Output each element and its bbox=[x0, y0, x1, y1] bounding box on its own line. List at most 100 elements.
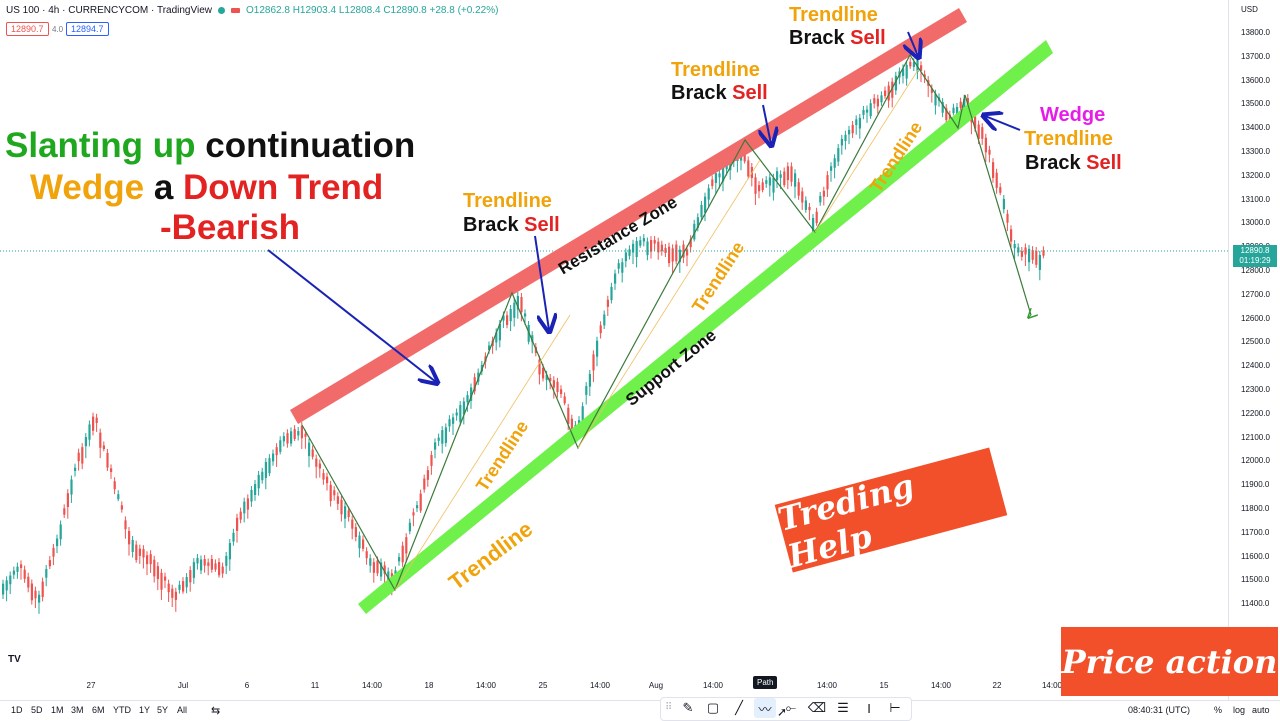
y-tick-label: 13800.0 bbox=[1241, 28, 1270, 37]
symbol-title[interactable]: US 100 · 4h · CURRENCYCOM · TradingView bbox=[6, 5, 212, 16]
price-axis[interactable] bbox=[1228, 0, 1280, 700]
candle-body bbox=[686, 249, 689, 256]
horizontal-ray-icon[interactable]: ⟜ bbox=[785, 700, 797, 715]
label-trendline-1: Trendline bbox=[463, 190, 552, 212]
timeframe-ytd[interactable]: YTD bbox=[113, 705, 131, 715]
auto-toggle[interactable]: auto bbox=[1252, 705, 1270, 715]
timeframe-5y[interactable]: 5Y bbox=[157, 705, 169, 715]
timeframe-6m[interactable]: 6M bbox=[92, 705, 105, 715]
date-range-icon[interactable]: ⇆ bbox=[211, 705, 221, 717]
candle-body bbox=[743, 151, 746, 162]
candle-body bbox=[758, 185, 761, 192]
y-tick-label: 12800.0 bbox=[1241, 266, 1270, 275]
line-icon[interactable]: ╱ bbox=[735, 700, 743, 715]
candle-body bbox=[905, 64, 908, 79]
candle-body bbox=[930, 88, 933, 93]
inner-trendline-1 bbox=[394, 314, 571, 591]
candle-body bbox=[286, 433, 289, 444]
candle-body bbox=[416, 505, 419, 509]
candle-body bbox=[711, 179, 714, 187]
candle-body bbox=[790, 166, 793, 182]
sell-text: Sell bbox=[732, 82, 768, 104]
percent-toggle[interactable]: % bbox=[1214, 705, 1223, 715]
candle-body bbox=[657, 241, 660, 253]
candle-body bbox=[714, 173, 717, 183]
candle-body bbox=[228, 543, 231, 560]
brack-text: Brack bbox=[789, 27, 851, 49]
price-chart[interactable] bbox=[0, 0, 1228, 700]
x-tick-label: 14:00 bbox=[930, 681, 952, 690]
bid-price[interactable]: 12890.7 bbox=[6, 22, 49, 36]
candle-body bbox=[153, 559, 156, 577]
path-tool-icon[interactable]: 〰 bbox=[754, 698, 776, 718]
candle-body bbox=[473, 377, 476, 392]
utc-clock[interactable]: 08:40:31 (UTC) bbox=[1128, 705, 1191, 715]
candle-body bbox=[603, 314, 606, 326]
candle-body bbox=[653, 239, 656, 244]
ohlc-values: O12862.8 H12903.4 L12808.4 C12890.8 +28.… bbox=[246, 5, 499, 16]
candle-body bbox=[855, 119, 858, 126]
inner-trendline-2 bbox=[577, 159, 761, 449]
candle-body bbox=[585, 386, 588, 395]
timeframe-1m[interactable]: 1M bbox=[51, 705, 64, 715]
ask-price[interactable]: 12894.7 bbox=[66, 22, 109, 36]
candle-body bbox=[30, 583, 33, 601]
candle-body bbox=[833, 158, 836, 168]
y-tick-label: 13600.0 bbox=[1241, 75, 1270, 85]
timeframe-1y[interactable]: 1Y bbox=[139, 705, 151, 715]
candle-body bbox=[239, 511, 242, 520]
y-tick-label: 12100.0 bbox=[1241, 432, 1270, 442]
candle-body bbox=[1010, 229, 1013, 242]
candle-body bbox=[675, 244, 678, 262]
candle-body bbox=[243, 501, 246, 514]
drag-handle-icon[interactable]: ⠿ bbox=[665, 702, 673, 713]
candle-body bbox=[45, 569, 48, 578]
tradingview-logo: TV bbox=[8, 654, 21, 665]
candle-body bbox=[264, 462, 267, 478]
candle-body bbox=[891, 81, 894, 98]
sell-arrow-1 bbox=[534, 235, 549, 330]
timeframe-1d[interactable]: 1D bbox=[11, 705, 23, 715]
candle-body bbox=[614, 273, 617, 284]
candle-body bbox=[578, 420, 581, 425]
candle-body bbox=[250, 489, 253, 502]
eraser-icon[interactable]: ⌫ bbox=[807, 700, 827, 715]
candle-body bbox=[156, 566, 159, 579]
candle-body bbox=[488, 345, 491, 350]
log-toggle[interactable]: log bbox=[1233, 705, 1246, 715]
timeframe-5d[interactable]: 5D bbox=[31, 705, 43, 715]
sell-text: Sell bbox=[524, 214, 560, 236]
title-line-2: Wedge a Down Trend bbox=[30, 168, 383, 208]
candle-body bbox=[401, 545, 404, 563]
timeframe-all[interactable]: All bbox=[177, 705, 188, 715]
price-action-badge: Price action bbox=[1061, 627, 1278, 696]
timeframe-3m[interactable]: 3M bbox=[71, 705, 84, 715]
sell-arrow-4 bbox=[985, 116, 1021, 130]
candle-body bbox=[747, 160, 750, 177]
text-lines-icon[interactable]: ☰ bbox=[837, 700, 849, 715]
rectangle-icon[interactable]: ▢ bbox=[706, 700, 720, 715]
candle-body bbox=[444, 427, 447, 443]
candle-body bbox=[128, 530, 131, 545]
candle-body bbox=[441, 430, 444, 444]
candle-body bbox=[819, 195, 822, 203]
spread: 4.0 bbox=[52, 25, 64, 34]
candle-body bbox=[138, 548, 141, 556]
brush-icon[interactable]: ✎ bbox=[682, 700, 694, 715]
candle-body bbox=[84, 437, 87, 447]
candle-body bbox=[498, 323, 501, 341]
candle-body bbox=[326, 476, 329, 484]
candle-body bbox=[617, 263, 620, 269]
text-cursor-icon[interactable]: I bbox=[867, 700, 871, 716]
candle-body bbox=[405, 537, 408, 554]
candle-body bbox=[311, 449, 314, 457]
candle-body bbox=[387, 571, 390, 581]
candle-body bbox=[254, 484, 257, 495]
candle-body bbox=[308, 442, 311, 457]
candle-body bbox=[171, 588, 174, 598]
candle-body bbox=[923, 74, 926, 78]
candle-body bbox=[516, 295, 519, 310]
candle-body bbox=[963, 98, 966, 111]
candle-body bbox=[5, 580, 8, 591]
range-icon[interactable]: ⊢ bbox=[889, 700, 901, 715]
